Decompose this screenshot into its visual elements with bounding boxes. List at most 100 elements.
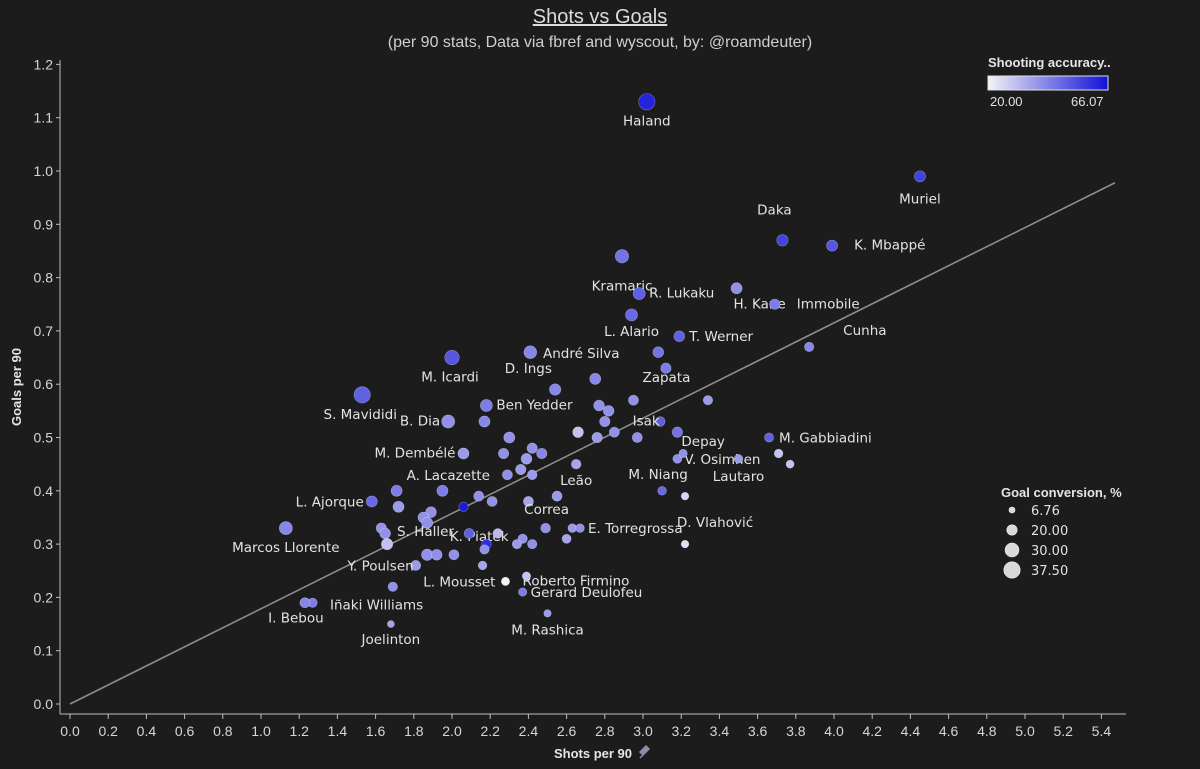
scatter-point [458, 501, 469, 512]
x-tick-label: 0.8 [213, 723, 233, 739]
x-tick-label: 2.4 [519, 723, 539, 739]
y-tick-label: 0.7 [34, 323, 54, 339]
y-tick-label: 0.8 [34, 270, 54, 286]
point-label: S. Haller [397, 524, 454, 540]
x-tick-label: 1.4 [328, 723, 348, 739]
scatter-point [570, 458, 582, 470]
x-tick-label: 3.4 [710, 723, 730, 739]
scatter-point [390, 484, 403, 497]
scatter-point [730, 282, 743, 295]
color-legend-min: 20.00 [990, 94, 1023, 109]
size-legend-title: Goal conversion, % [1001, 485, 1122, 500]
x-tick-label: 3.6 [748, 723, 768, 739]
scatter-point [278, 521, 293, 536]
scatter-point [511, 539, 522, 550]
scatter-point [591, 431, 603, 444]
point-label: A. Lacazette [407, 468, 490, 484]
point-label: B. Dia [400, 414, 440, 430]
scatter-point [652, 346, 664, 358]
x-tick-label: 3.2 [671, 723, 691, 739]
scatter-point [478, 415, 491, 428]
point-label: Gerard Deulofeu [531, 585, 643, 601]
scatter-point [444, 349, 460, 366]
y-tick-label: 0.3 [34, 536, 54, 552]
point-label: Immobile [797, 296, 860, 312]
scatter-point [387, 620, 395, 628]
scatter-point [448, 549, 460, 561]
point-label: Lautaro [713, 469, 764, 485]
size-legend-marker [1003, 561, 1021, 579]
scatter-point [608, 426, 620, 438]
scatter-point [486, 496, 498, 507]
scatter-point [628, 394, 639, 406]
scatter-point [733, 454, 744, 464]
scatter-point [353, 386, 371, 404]
scatter-point [804, 341, 815, 352]
y-tick-label: 1.0 [34, 163, 54, 179]
x-tick-label: 4.0 [824, 723, 844, 739]
point-label: M. Niang [628, 467, 687, 483]
chart-subtitle: (per 90 stats, Data via fbref and wyscou… [387, 34, 813, 51]
scatter-point [764, 432, 774, 443]
scatter-point [518, 587, 528, 597]
scatter-point [365, 495, 378, 508]
point-label: R. Lukaku [649, 286, 714, 302]
size-legend-marker [1008, 506, 1016, 514]
point-label: Marcos Llorente [232, 540, 339, 556]
point-label: E. Torregrossa [588, 521, 683, 537]
size-legend-marker [1004, 542, 1020, 558]
x-tick-label: 0.0 [60, 723, 80, 739]
scatter-point [473, 490, 485, 502]
scatter-point [826, 239, 838, 252]
x-tick-label: 1.0 [251, 723, 271, 739]
scatter-point [549, 383, 562, 396]
scatter-point [479, 399, 493, 412]
scatter-point [599, 415, 611, 428]
x-tick-label: 1.2 [289, 723, 309, 739]
scatter-point [527, 469, 538, 481]
scatter-point [498, 447, 510, 460]
reference-line [69, 182, 1116, 705]
scatter-point [680, 539, 690, 549]
point-label: Joelinton [361, 632, 421, 648]
x-tick-label: 2.6 [557, 723, 577, 739]
point-label: Isak [633, 414, 660, 430]
scatter-point [536, 447, 548, 460]
x-tick-label: 1.6 [366, 723, 386, 739]
size-legend-marker [1006, 524, 1018, 536]
scatter-point [379, 527, 391, 540]
scatter-point [515, 463, 527, 476]
scatter-point [602, 405, 615, 417]
scatter-point [575, 523, 585, 533]
scatter-point [479, 544, 490, 555]
scatter-point [551, 490, 563, 502]
point-label: Y. Poulsen [346, 558, 413, 574]
point-label: I. Bebou [268, 611, 324, 627]
x-tick-label: 5.4 [1092, 723, 1112, 739]
x-tick-label: 0.6 [175, 723, 195, 739]
point-label: T. Werner [688, 329, 753, 345]
x-tick-label: 1.8 [404, 723, 424, 739]
size-legend-label: 30.00 [1031, 544, 1068, 559]
scatter-point [457, 447, 470, 460]
scatter-point [436, 484, 449, 497]
x-tick-label: 2.8 [595, 723, 615, 739]
scatter-point [614, 249, 630, 264]
scatter-point [523, 345, 538, 359]
scatter-point [702, 395, 713, 406]
scatter-point [425, 506, 437, 518]
point-label: M. Icardi [421, 370, 479, 386]
scatter-point [387, 581, 398, 592]
point-label: S. Mavididi [324, 407, 397, 423]
x-tick-label: 4.2 [862, 723, 882, 739]
scatter-point [492, 528, 504, 539]
scatter-point [672, 453, 683, 464]
point-label: D. Ings [505, 361, 552, 377]
x-tick-label: 0.2 [98, 723, 118, 739]
point-label: Daka [757, 202, 792, 218]
scatter-point [680, 491, 690, 501]
scatter-point [589, 372, 602, 385]
scatter-point [523, 496, 534, 507]
x-tick-label: 0.4 [137, 723, 157, 739]
scatter-point [421, 516, 434, 529]
